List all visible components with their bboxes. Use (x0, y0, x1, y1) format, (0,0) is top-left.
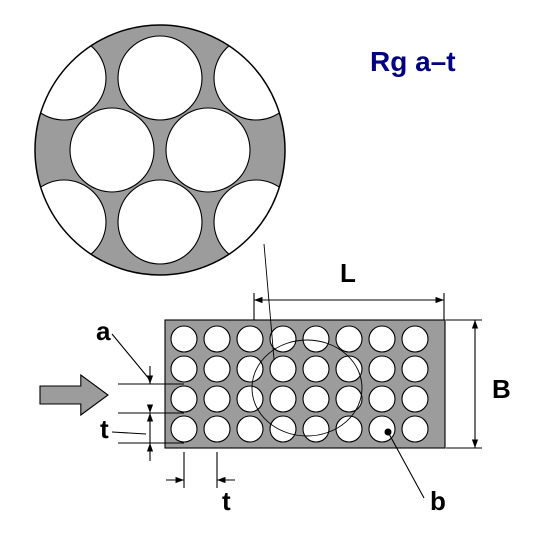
dim-t-bottom: t (222, 486, 231, 517)
plate-hole (204, 416, 230, 442)
plate-hole (270, 326, 296, 352)
plate-hole (204, 386, 230, 412)
dim-L: L (340, 258, 356, 289)
dim-B: B (492, 374, 511, 405)
plate-hole (204, 326, 230, 352)
plate-hole (303, 356, 329, 382)
plate-hole (369, 326, 395, 352)
plate-hole (336, 386, 362, 412)
plate-hole (171, 386, 197, 412)
plate-hole (369, 356, 395, 382)
plate-hole (270, 386, 296, 412)
plate-hole (237, 326, 263, 352)
plate-hole (237, 356, 263, 382)
plate-hole (204, 356, 230, 382)
plate-hole (303, 416, 329, 442)
plate-hole (171, 416, 197, 442)
magnifier-view (22, 20, 298, 280)
plate-hole (237, 416, 263, 442)
dim-a: a (96, 316, 110, 347)
direction-arrow (40, 375, 108, 415)
plate-hole (171, 356, 197, 382)
plate-hole (402, 326, 428, 352)
dim-b: b (430, 486, 446, 517)
plate-hole (171, 326, 197, 352)
plate-hole (402, 416, 428, 442)
plate-hole (402, 386, 428, 412)
plate-hole (402, 356, 428, 382)
plate-hole (237, 386, 263, 412)
plate-hole (336, 326, 362, 352)
title-label: Rg a–t (370, 46, 456, 78)
plate-hole (303, 386, 329, 412)
plate-hole (336, 416, 362, 442)
plate-hole (270, 416, 296, 442)
plate-hole (369, 386, 395, 412)
dim-t-left: t (100, 414, 109, 445)
plate-hole (303, 326, 329, 352)
plate-hole (270, 356, 296, 382)
